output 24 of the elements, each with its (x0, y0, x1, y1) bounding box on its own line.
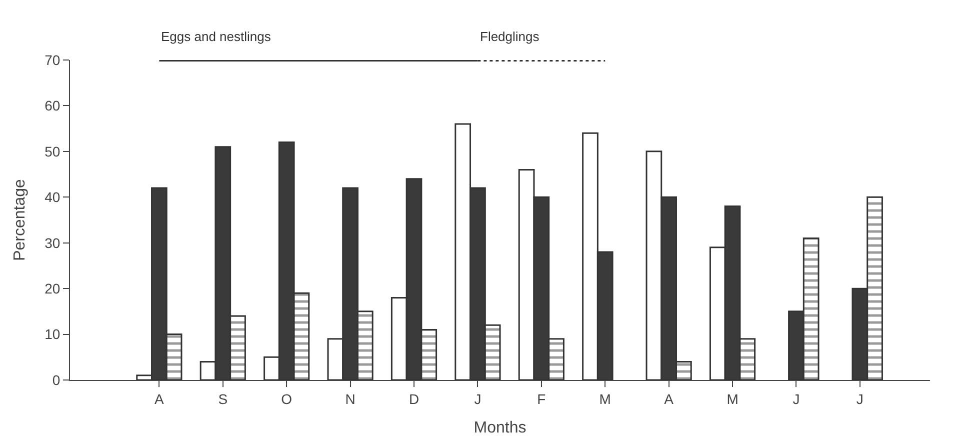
y-tick-label: 60 (44, 98, 60, 114)
x-tick-label: J (856, 390, 864, 407)
x-tick-label: J (792, 390, 800, 407)
y-tick-label: 10 (44, 326, 60, 342)
x-axis-title: Months (474, 420, 526, 436)
x-tick-label: S (218, 390, 228, 407)
x-tick-label: J (474, 390, 482, 407)
annotation: Fledglings (480, 29, 540, 44)
y-tick-label: 40 (44, 189, 60, 206)
y-tick-label: 30 (44, 234, 60, 251)
y-tick-label: 50 (44, 143, 60, 160)
x-tick-label: M (726, 390, 738, 407)
y-tick-label: 70 (44, 52, 60, 68)
x-tick-label: A (154, 390, 165, 407)
x-tick-label: O (281, 390, 292, 407)
x-tick-label: D (408, 390, 420, 407)
y-axis-title: Percentage (12, 178, 29, 261)
x-tick-label: N (345, 390, 356, 407)
annotation: Eggs and nestlings (161, 29, 272, 44)
x-tick-label: F (537, 390, 546, 407)
y-tick-label: 20 (44, 280, 60, 296)
x-tick-label: A (664, 390, 674, 407)
y-tick-label: 0 (52, 372, 60, 388)
x-tick-label: M (599, 390, 611, 407)
